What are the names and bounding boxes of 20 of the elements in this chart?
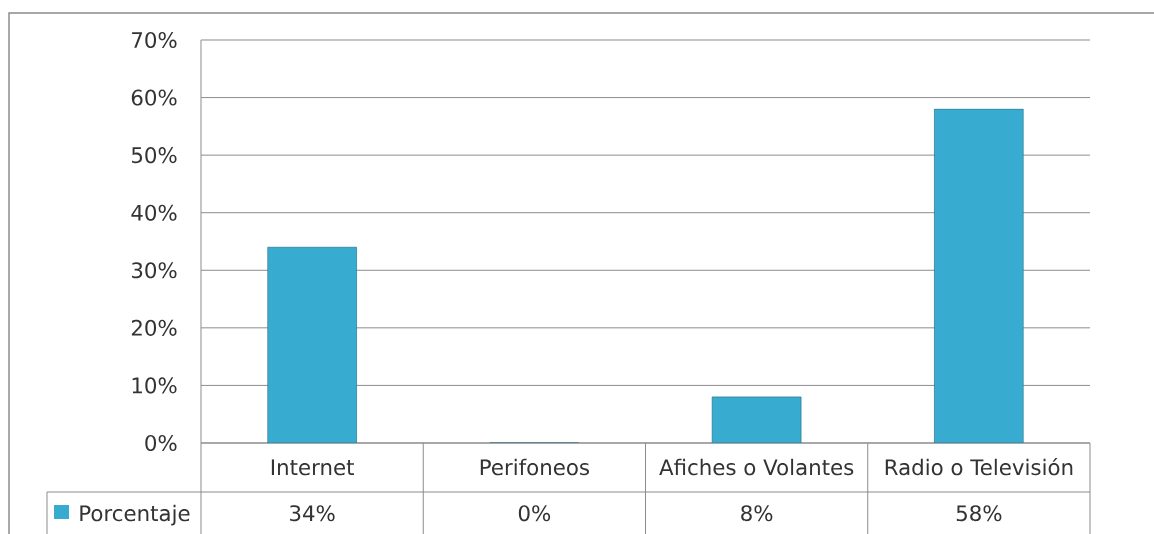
- legend-label: Porcentaje: [80, 504, 190, 526]
- x-tick-label: Internet: [271, 459, 354, 476]
- y-tick-label: 20%: [131, 319, 177, 336]
- y-tick-label: 40%: [131, 204, 177, 221]
- y-tick-label: 50%: [131, 147, 177, 164]
- y-tick-label: 0%: [145, 434, 177, 452]
- data-label: 58%: [956, 505, 1002, 522]
- data-label: 34%: [290, 505, 335, 522]
- x-tick-label: Afiches o Volantes: [659, 458, 854, 476]
- data-label: 8%: [741, 505, 773, 522]
- y-tick-label: 70%: [132, 31, 177, 49]
- bar: [934, 108, 1024, 443]
- y-tick-label: 30%: [131, 262, 177, 279]
- bar: [711, 396, 802, 443]
- x-tick-label: Perifoneos: [480, 458, 590, 476]
- bar: [267, 246, 357, 443]
- x-tick-label: Radio o Televisión: [885, 457, 1073, 476]
- data-label: 0%: [518, 505, 551, 522]
- y-tick-label: 60%: [131, 89, 177, 106]
- y-tick-label: 10%: [132, 377, 177, 394]
